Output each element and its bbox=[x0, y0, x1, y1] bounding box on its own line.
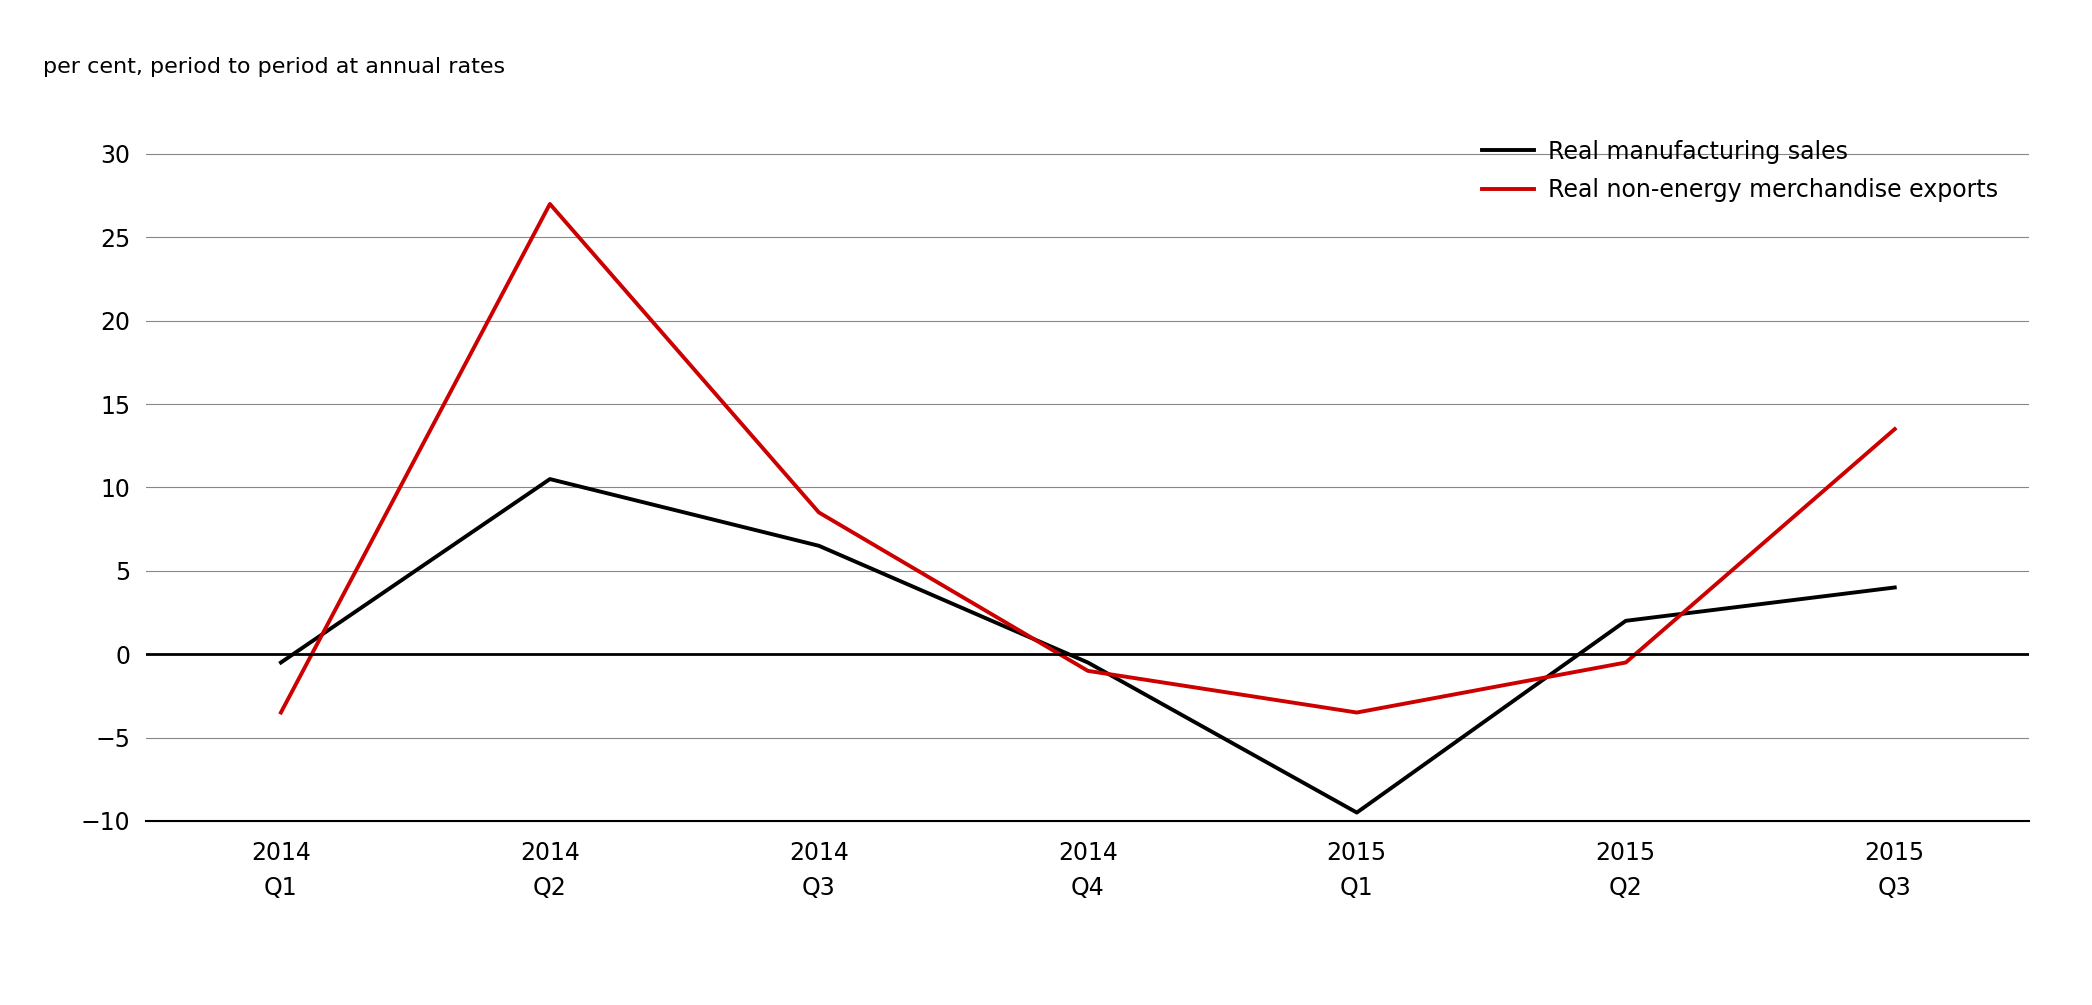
Real manufacturing sales bbox=[1345, 807, 1370, 819]
Text: Q4: Q4 bbox=[1071, 876, 1105, 899]
Real non-energy merchandise exports bbox=[1613, 656, 1638, 668]
Real non-energy merchandise exports bbox=[1075, 665, 1100, 677]
Text: Q1: Q1 bbox=[1341, 876, 1374, 899]
Text: Q3: Q3 bbox=[801, 876, 835, 899]
Real manufacturing sales bbox=[538, 473, 563, 485]
Legend: Real manufacturing sales, Real non-energy merchandise exports: Real manufacturing sales, Real non-energ… bbox=[1483, 140, 1998, 202]
Real non-energy merchandise exports bbox=[1883, 423, 1908, 435]
Text: 2014: 2014 bbox=[251, 841, 312, 865]
Text: 2015: 2015 bbox=[1326, 841, 1387, 865]
Text: 2014: 2014 bbox=[521, 841, 579, 865]
Real manufacturing sales bbox=[268, 656, 293, 668]
Real manufacturing sales bbox=[1613, 615, 1638, 627]
Text: 2015: 2015 bbox=[1596, 841, 1657, 865]
Line: Real non-energy merchandise exports: Real non-energy merchandise exports bbox=[280, 204, 1895, 713]
Real manufacturing sales bbox=[1075, 656, 1100, 668]
Text: per cent, period to period at annual rates: per cent, period to period at annual rat… bbox=[44, 56, 504, 76]
Text: 2014: 2014 bbox=[1059, 841, 1117, 865]
Text: Q3: Q3 bbox=[1879, 876, 1912, 899]
Real manufacturing sales bbox=[1883, 582, 1908, 594]
Line: Real manufacturing sales: Real manufacturing sales bbox=[280, 479, 1895, 813]
Text: 2014: 2014 bbox=[789, 841, 849, 865]
Text: 2015: 2015 bbox=[1864, 841, 1925, 865]
Text: Q2: Q2 bbox=[533, 876, 567, 899]
Real non-energy merchandise exports bbox=[538, 198, 563, 210]
Real non-energy merchandise exports bbox=[1345, 707, 1370, 719]
Text: Q2: Q2 bbox=[1609, 876, 1642, 899]
Text: Q1: Q1 bbox=[264, 876, 297, 899]
Real manufacturing sales bbox=[805, 540, 831, 552]
Real non-energy merchandise exports bbox=[805, 507, 831, 519]
Real non-energy merchandise exports bbox=[268, 707, 293, 719]
